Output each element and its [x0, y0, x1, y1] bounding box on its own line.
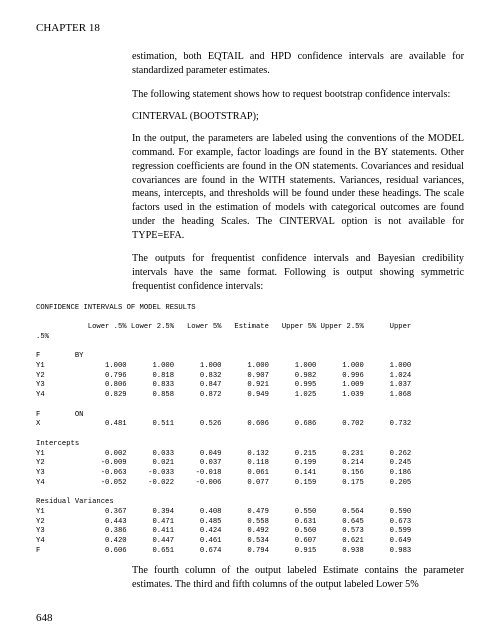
chapter-header: CHAPTER 18 [36, 22, 464, 34]
command-line: CINTERVAL (BOOTSTRAP); [132, 111, 464, 122]
paragraph-5: The fourth column of the output labeled … [132, 564, 464, 592]
paragraph-2: The following statement shows how to req… [132, 88, 464, 102]
paragraph-1: estimation, both EQTAIL and HPD confiden… [132, 50, 464, 78]
paragraph-4: The outputs for frequentist confidence i… [132, 252, 464, 293]
page-number: 648 [36, 612, 53, 624]
paragraph-3: In the output, the parameters are labele… [132, 132, 464, 242]
ci-table: CONFIDENCE INTERVALS OF MODEL RESULTS Lo… [36, 304, 464, 557]
